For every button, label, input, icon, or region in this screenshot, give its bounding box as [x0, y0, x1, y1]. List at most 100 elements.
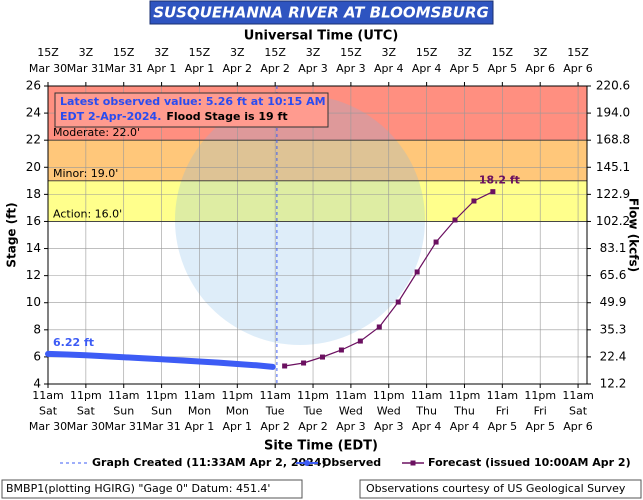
y2-tick-label: 102.2	[596, 214, 630, 228]
flood-band	[48, 140, 587, 181]
data-point	[301, 360, 307, 366]
x-tick-label: Apr 2	[260, 420, 290, 433]
x-tick-label: Mar 30	[67, 420, 105, 433]
watermark	[175, 95, 425, 345]
data-point	[282, 363, 288, 369]
x-tick-label: Apr 4	[412, 420, 442, 433]
x2-tick-label: Mar 30	[29, 62, 67, 75]
x2-tick-label: Apr 6	[563, 62, 593, 75]
y-tick-label: 26	[26, 79, 41, 93]
y2-tick-label: 122.9	[596, 187, 630, 201]
x2-tick-label: Apr 5	[450, 62, 480, 75]
x2-tick-label: 15Z	[189, 46, 211, 59]
x-tick-label: Tue	[303, 405, 323, 418]
y-title: Stage (ft)	[5, 202, 19, 267]
x2-title: Universal Time (UTC)	[244, 29, 399, 44]
y-tick-label: 12	[26, 268, 41, 282]
y-tick-label: 16	[26, 214, 41, 228]
y-tick-label: 18	[26, 187, 41, 201]
y2-tick-label: 22.4	[600, 349, 627, 363]
x-tick-label: 11pm	[297, 389, 329, 402]
y2-tick-label: 168.8	[596, 133, 630, 147]
x-tick-label: Apr 6	[563, 420, 593, 433]
x-tick-label: Thu	[453, 405, 475, 418]
x-tick-label: 11am	[487, 389, 518, 402]
x2-tick-label: Apr 3	[298, 62, 328, 75]
x-tick-label: Fri	[496, 405, 509, 418]
x-tick-label: Wed	[339, 405, 363, 418]
x2-tick-label: 15Z	[37, 46, 59, 59]
x2-tick-label: 3Z	[381, 46, 396, 59]
data-point	[433, 239, 439, 245]
x-tick-label: 11pm	[524, 389, 556, 402]
x-tick-label: Apr 3	[336, 420, 366, 433]
flood-label: Minor: 19.0'	[53, 167, 118, 180]
legend-swatch	[304, 460, 310, 466]
annotation: EDT 2-Apr-2024.	[60, 110, 161, 123]
x-tick-label: Apr 2	[298, 420, 328, 433]
x2-tick-label: 15Z	[340, 46, 362, 59]
y2-tick-label: 65.6	[600, 268, 627, 282]
y2-tick-label: 35.3	[600, 322, 627, 336]
x-tick-label: Thu	[415, 405, 437, 418]
legend-label: Observed	[322, 456, 381, 469]
y-tick-label: 24	[26, 106, 41, 120]
data-point	[490, 189, 496, 195]
y2-tick-label: 220.6	[596, 79, 630, 93]
value-label: 18.2 ft	[479, 174, 520, 187]
series-line	[284, 191, 494, 367]
x-tick-label: Apr 3	[374, 420, 404, 433]
x-tick-label: Mar 30	[29, 420, 67, 433]
x2-tick-label: 3Z	[154, 46, 169, 59]
x2-tick-label: 15Z	[264, 46, 286, 59]
y-tick-label: 14	[26, 241, 41, 255]
x2-tick-label: 15Z	[567, 46, 589, 59]
data-point	[471, 198, 477, 204]
x-tick-label: 11pm	[373, 389, 405, 402]
x-tick-label: 11pm	[70, 389, 102, 402]
legend-label: Forecast (issued 10:00AM Apr 2)	[428, 456, 631, 469]
y-tick-label: 6	[33, 349, 41, 363]
x2-tick-label: Mar 31	[67, 62, 105, 75]
x-tick-label: Apr 1	[185, 420, 215, 433]
x2-tick-label: Apr 6	[525, 62, 555, 75]
x-tick-label: Sun	[113, 405, 134, 418]
legend-swatch	[410, 460, 416, 466]
data-point	[338, 347, 344, 353]
y-tick-label: 10	[26, 295, 41, 309]
plot-frame	[47, 85, 588, 385]
x-tick-label: Sat	[569, 405, 588, 418]
x2-tick-label: Apr 4	[374, 62, 404, 75]
x2-tick-label: Apr 2	[260, 62, 290, 75]
data-point	[395, 299, 401, 305]
flood-label: Action: 16.0'	[53, 207, 122, 220]
x-tick-label: Sat	[39, 405, 58, 418]
x-tick-label: Tue	[265, 405, 285, 418]
x2-tick-label: 3Z	[457, 46, 472, 59]
y-tick-label: 20	[26, 160, 41, 174]
x2-tick-label: Apr 4	[412, 62, 442, 75]
annotation: Latest observed value: 5.26 ft at 10:15 …	[60, 95, 326, 108]
chart-title: SUSQUEHANNA RIVER AT BLOOMSBURG	[153, 4, 489, 22]
y2-title: Flow (kcfs)	[627, 198, 641, 272]
x-tick-label: Apr 5	[525, 420, 555, 433]
data-point	[376, 324, 382, 330]
x-tick-label: 11am	[184, 389, 215, 402]
y-tick-label: 22	[26, 133, 41, 147]
series-line	[45, 350, 276, 370]
x-tick-label: 11pm	[146, 389, 178, 402]
flood-band	[48, 180, 587, 222]
x2-tick-label: 15Z	[416, 46, 438, 59]
x-tick-label: 11pm	[221, 389, 253, 402]
x-tick-label: 11am	[259, 389, 290, 402]
x-tick-label: 11am	[108, 389, 139, 402]
x-tick-label: 11am	[562, 389, 593, 402]
x-tick-label: Sat	[77, 405, 96, 418]
title-bar	[149, 0, 494, 25]
x2-tick-label: 15Z	[492, 46, 514, 59]
x-tick-label: 11am	[411, 389, 442, 402]
x2-tick-label: 3Z	[306, 46, 321, 59]
y-tick-label: 8	[33, 322, 41, 336]
footer-box	[359, 479, 642, 499]
data-point	[319, 354, 325, 360]
